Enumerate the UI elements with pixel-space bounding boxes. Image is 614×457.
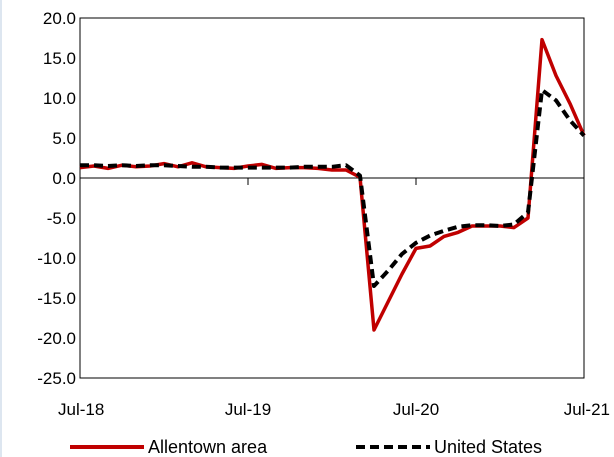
series-line-allentown-area — [79, 37, 586, 332]
y-tick-label: 10.0 — [43, 89, 76, 108]
series-lines — [79, 37, 586, 332]
x-axis-tick-labels: Jul-18 Jul-19 Jul-20 Jul-21 — [58, 400, 610, 419]
y-tick-label: 0.0 — [52, 169, 76, 188]
x-tick-label: Jul-20 — [393, 400, 439, 419]
x-tick-label: Jul-19 — [225, 400, 271, 419]
y-tick-label: 20.0 — [43, 9, 76, 28]
y-tick-label: -25.0 — [37, 369, 76, 388]
series-line-united-states — [80, 88, 586, 288]
plot-area — [79, 17, 585, 379]
y-tick-label: -10.0 — [37, 249, 76, 268]
x-axis-ticks — [79, 178, 585, 185]
x-tick-label: Jul-21 — [564, 400, 610, 419]
y-axis-tick-labels: 20.0 15.0 10.0 5.0 0.0 -5.0 -10.0 -15.0 -20.0 -25… — [37, 9, 76, 388]
y-tick-label: -5.0 — [47, 209, 76, 228]
x-tick-label: Jul-18 — [58, 400, 104, 419]
y-tick-label: 15.0 — [43, 49, 76, 68]
legend-label-united-states: United States — [434, 437, 542, 457]
y-tick-label: 5.0 — [52, 129, 76, 148]
frame-edge — [0, 0, 2, 457]
y-tick-label: -15.0 — [37, 289, 76, 308]
legend-label-allentown-area: Allentown area — [148, 437, 268, 457]
legend: Allentown area United States — [70, 437, 542, 457]
y-tick-label: -20.0 — [37, 329, 76, 348]
